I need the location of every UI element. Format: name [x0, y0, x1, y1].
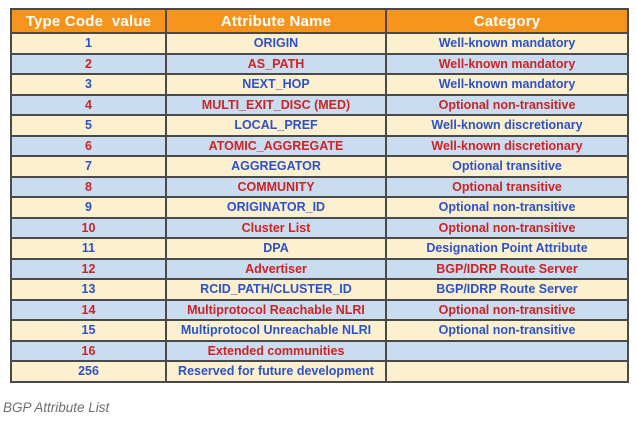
cell-attribute-name: ORIGIN — [165, 32, 387, 55]
cell-type-code: 10 — [10, 216, 167, 239]
cell-category: Optional non-transitive — [385, 93, 629, 116]
cell-category: Well-known mandatory — [385, 32, 629, 55]
cell-attribute-name: Multiprotocol Reachable NLRI — [165, 298, 387, 321]
cell-type-code: 8 — [10, 175, 167, 198]
table-row: 5 LOCAL_PREF Well-known discretionary — [10, 114, 629, 137]
table-row: 14 Multiprotocol Reachable NLRI Optional n… — [10, 298, 629, 321]
cell-attribute-name: NEXT_HOP — [165, 73, 387, 96]
cell-type-code: 11 — [10, 237, 167, 260]
table-row: 7 AGGREGATOR Optional transitive — [10, 155, 629, 178]
column-header-type-code: Type Code value — [10, 8, 167, 34]
cell-attribute-name: Cluster List — [165, 216, 387, 239]
cell-type-code: 16 — [10, 339, 167, 362]
cell-category: BGP/IDRP Route Server — [385, 278, 629, 301]
cell-category: Designation Point Attribute — [385, 237, 629, 260]
cell-category: Optional non-transitive — [385, 216, 629, 239]
cell-type-code: 6 — [10, 134, 167, 157]
table-row: 8 COMMUNITY Optional transitive — [10, 175, 629, 198]
table-body: 1 ORIGIN Well-known mandatory 2 AS_PATH Well-… — [10, 32, 629, 383]
header-row: Type Code value Attribute Name Category — [10, 8, 629, 34]
column-header-category: Category — [385, 8, 629, 34]
cell-attribute-name: ATOMIC_AGGREGATE — [165, 134, 387, 157]
cell-category: Optional non-transitive — [385, 319, 629, 342]
table-row: 6 ATOMIC_AGGREGATE Well-known discretionar… — [10, 134, 629, 157]
cell-type-code: 15 — [10, 319, 167, 342]
cell-category: Well-known mandatory — [385, 73, 629, 96]
table-row: 256 Reserved for future development — [10, 360, 629, 383]
cell-category: Well-known discretionary — [385, 114, 629, 137]
cell-type-code: 256 — [10, 360, 167, 383]
table-row: 4 MULTI_EXIT_DISC (MED) Optional non-trans… — [10, 93, 629, 116]
table-row: 10 Cluster List Optional non-transitive — [10, 216, 629, 239]
table-row: 15 Multiprotocol Unreachable NLRI Optional… — [10, 319, 629, 342]
cell-attribute-name: AS_PATH — [165, 52, 387, 75]
table-row: 16 Extended communities — [10, 339, 629, 362]
cell-category: Optional transitive — [385, 175, 629, 198]
cell-category: Well-known discretionary — [385, 134, 629, 157]
cell-category — [385, 360, 629, 383]
cell-attribute-name: ORIGINATOR_ID — [165, 196, 387, 219]
cell-type-code: 13 — [10, 278, 167, 301]
cell-category — [385, 339, 629, 362]
table-row: 1 ORIGIN Well-known mandatory — [10, 32, 629, 55]
cell-category: Optional non-transitive — [385, 298, 629, 321]
cell-type-code: 5 — [10, 114, 167, 137]
table-row: 3 NEXT_HOP Well-known mandatory — [10, 73, 629, 96]
figure-caption: BGP Attribute List — [3, 400, 110, 415]
cell-type-code: 1 — [10, 32, 167, 55]
cell-attribute-name: LOCAL_PREF — [165, 114, 387, 137]
cell-attribute-name: Extended communities — [165, 339, 387, 362]
cell-attribute-name: AGGREGATOR — [165, 155, 387, 178]
cell-attribute-name: DPA — [165, 237, 387, 260]
table-row: 11 DPA Designation Point Attribute — [10, 237, 629, 260]
column-header-attribute-name: Attribute Name — [165, 8, 387, 34]
cell-type-code: 3 — [10, 73, 167, 96]
cell-attribute-name: MULTI_EXIT_DISC (MED) — [165, 93, 387, 116]
cell-type-code: 12 — [10, 257, 167, 280]
cell-attribute-name: Multiprotocol Unreachable NLRI — [165, 319, 387, 342]
cell-type-code: 4 — [10, 93, 167, 116]
table-row: 13 RCID_PATH/CLUSTER_ID BGP/IDRP Route Ser… — [10, 278, 629, 301]
table-row: 9 ORIGINATOR_ID Optional non-transitive — [10, 196, 629, 219]
cell-attribute-name: Advertiser — [165, 257, 387, 280]
table-row: 12 Advertiser BGP/IDRP Route Server — [10, 257, 629, 280]
cell-attribute-name: Reserved for future development — [165, 360, 387, 383]
bgp-attribute-table: Type Code value Attribute Name Category … — [10, 8, 629, 383]
bgp-attribute-table-figure: Type Code value Attribute Name Category … — [10, 8, 629, 383]
cell-type-code: 14 — [10, 298, 167, 321]
cell-type-code: 7 — [10, 155, 167, 178]
cell-type-code: 2 — [10, 52, 167, 75]
cell-category: Well-known mandatory — [385, 52, 629, 75]
cell-attribute-name: RCID_PATH/CLUSTER_ID — [165, 278, 387, 301]
table-row: 2 AS_PATH Well-known mandatory — [10, 52, 629, 75]
cell-attribute-name: COMMUNITY — [165, 175, 387, 198]
cell-category: Optional transitive — [385, 155, 629, 178]
table-header: Type Code value Attribute Name Category — [10, 8, 629, 34]
cell-type-code: 9 — [10, 196, 167, 219]
cell-category: BGP/IDRP Route Server — [385, 257, 629, 280]
cell-category: Optional non-transitive — [385, 196, 629, 219]
